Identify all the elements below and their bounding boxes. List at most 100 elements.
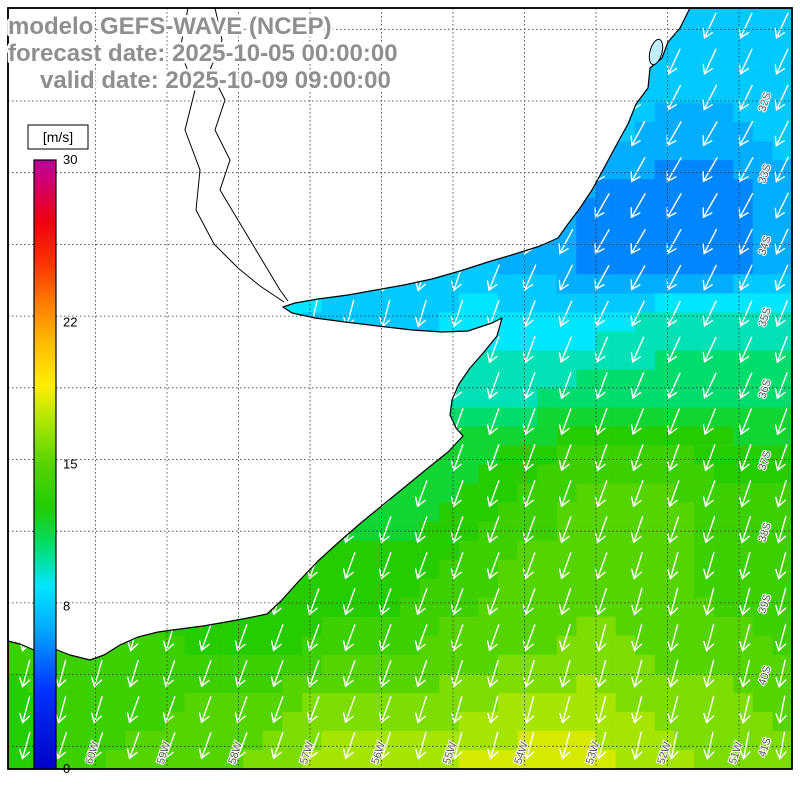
field-cell xyxy=(164,654,185,675)
field-cell xyxy=(419,692,440,713)
wind-arrow xyxy=(234,660,248,688)
field-cell xyxy=(694,540,714,561)
field-cell xyxy=(537,654,558,675)
wind-arrow xyxy=(91,695,103,724)
wind-arrow xyxy=(594,229,610,255)
field-cell xyxy=(694,103,714,123)
field-cell xyxy=(615,179,636,199)
field-cell xyxy=(419,312,440,332)
field-cell xyxy=(752,293,773,313)
wind-arrow xyxy=(630,120,646,147)
field-cell xyxy=(321,559,342,580)
field-cell xyxy=(772,464,793,484)
wind-arrow xyxy=(703,695,715,724)
field-cell xyxy=(537,255,558,275)
wind-arrow xyxy=(666,336,681,363)
field-cell xyxy=(772,635,793,656)
field-cell xyxy=(498,673,518,694)
field-cell xyxy=(713,198,734,218)
wind-arrow xyxy=(775,587,787,616)
field-cell xyxy=(478,654,499,675)
field-cell xyxy=(752,502,773,522)
field-cell xyxy=(615,540,636,561)
field-cell xyxy=(635,350,656,370)
field-cell xyxy=(654,730,675,751)
field-cell xyxy=(439,559,460,580)
field-cell xyxy=(576,255,597,275)
field-cell xyxy=(772,407,793,427)
field-cell xyxy=(400,502,420,522)
field-cell xyxy=(556,673,577,694)
field-cell xyxy=(752,711,773,732)
field-cell xyxy=(360,635,381,656)
field-cell xyxy=(576,635,597,656)
field-cell xyxy=(733,692,754,713)
field-cell xyxy=(654,350,675,370)
wind-arrow xyxy=(774,48,789,75)
field-cell xyxy=(380,559,401,580)
field-cell xyxy=(674,407,695,427)
field-cell xyxy=(321,730,342,751)
field-cell xyxy=(694,521,714,542)
field-cell xyxy=(674,331,695,351)
field-cell xyxy=(615,578,636,599)
field-cell xyxy=(106,730,126,751)
wind-arrow xyxy=(450,659,464,688)
field-cell xyxy=(419,540,440,561)
wind-arrow xyxy=(234,624,248,652)
field-cell xyxy=(517,255,538,275)
field-cell xyxy=(439,654,460,675)
wind-arrow xyxy=(667,551,679,580)
field-cell xyxy=(556,350,577,370)
wind-arrow xyxy=(631,623,643,652)
wind-arrow xyxy=(270,732,284,760)
wind-arrow xyxy=(630,157,646,183)
field-cell xyxy=(596,654,616,675)
wind-arrow xyxy=(594,193,610,219)
field-cell xyxy=(145,750,166,770)
wind-arrow xyxy=(774,264,789,292)
field-cell xyxy=(596,464,616,484)
field-cell xyxy=(733,407,754,427)
field-cell xyxy=(360,597,381,618)
field-cell xyxy=(321,673,342,694)
field-cell xyxy=(478,350,499,370)
wind-arrow xyxy=(342,732,356,760)
wind-arrow xyxy=(738,300,753,328)
field-cell xyxy=(106,654,126,675)
wind-arrow xyxy=(739,587,751,616)
field-cell xyxy=(674,236,695,256)
field-cell xyxy=(537,350,558,370)
field-cell xyxy=(380,540,401,561)
field-cell xyxy=(635,540,656,561)
field-cell xyxy=(713,65,734,85)
wind-arrow xyxy=(666,84,682,111)
field-cell xyxy=(713,559,734,580)
field-cell xyxy=(752,312,773,332)
wind-arrow xyxy=(487,659,499,688)
field-cell xyxy=(752,521,773,542)
wind-arrow xyxy=(630,480,644,508)
field-cell xyxy=(615,464,636,484)
field-cell xyxy=(556,407,577,427)
field-cell xyxy=(556,692,577,713)
field-cell xyxy=(498,464,518,484)
field-cell xyxy=(654,445,675,465)
forecast-date-line: forecast date: 2025-10-05 00:00:00 xyxy=(8,40,398,67)
field-cell xyxy=(733,122,754,142)
wind-arrow xyxy=(702,121,718,147)
field-cell xyxy=(478,293,499,313)
field-cell xyxy=(204,692,224,713)
field-cell xyxy=(458,597,479,618)
field-cell xyxy=(458,407,479,427)
field-cell xyxy=(576,464,597,484)
field-cell xyxy=(654,483,675,503)
field-cell xyxy=(694,198,714,218)
field-cell xyxy=(615,198,636,218)
wind-arrow xyxy=(666,480,680,508)
field-cell xyxy=(674,350,695,370)
field-cell xyxy=(223,654,244,675)
field-cell xyxy=(654,635,675,656)
field-cell xyxy=(517,445,538,465)
field-cell xyxy=(458,388,479,408)
